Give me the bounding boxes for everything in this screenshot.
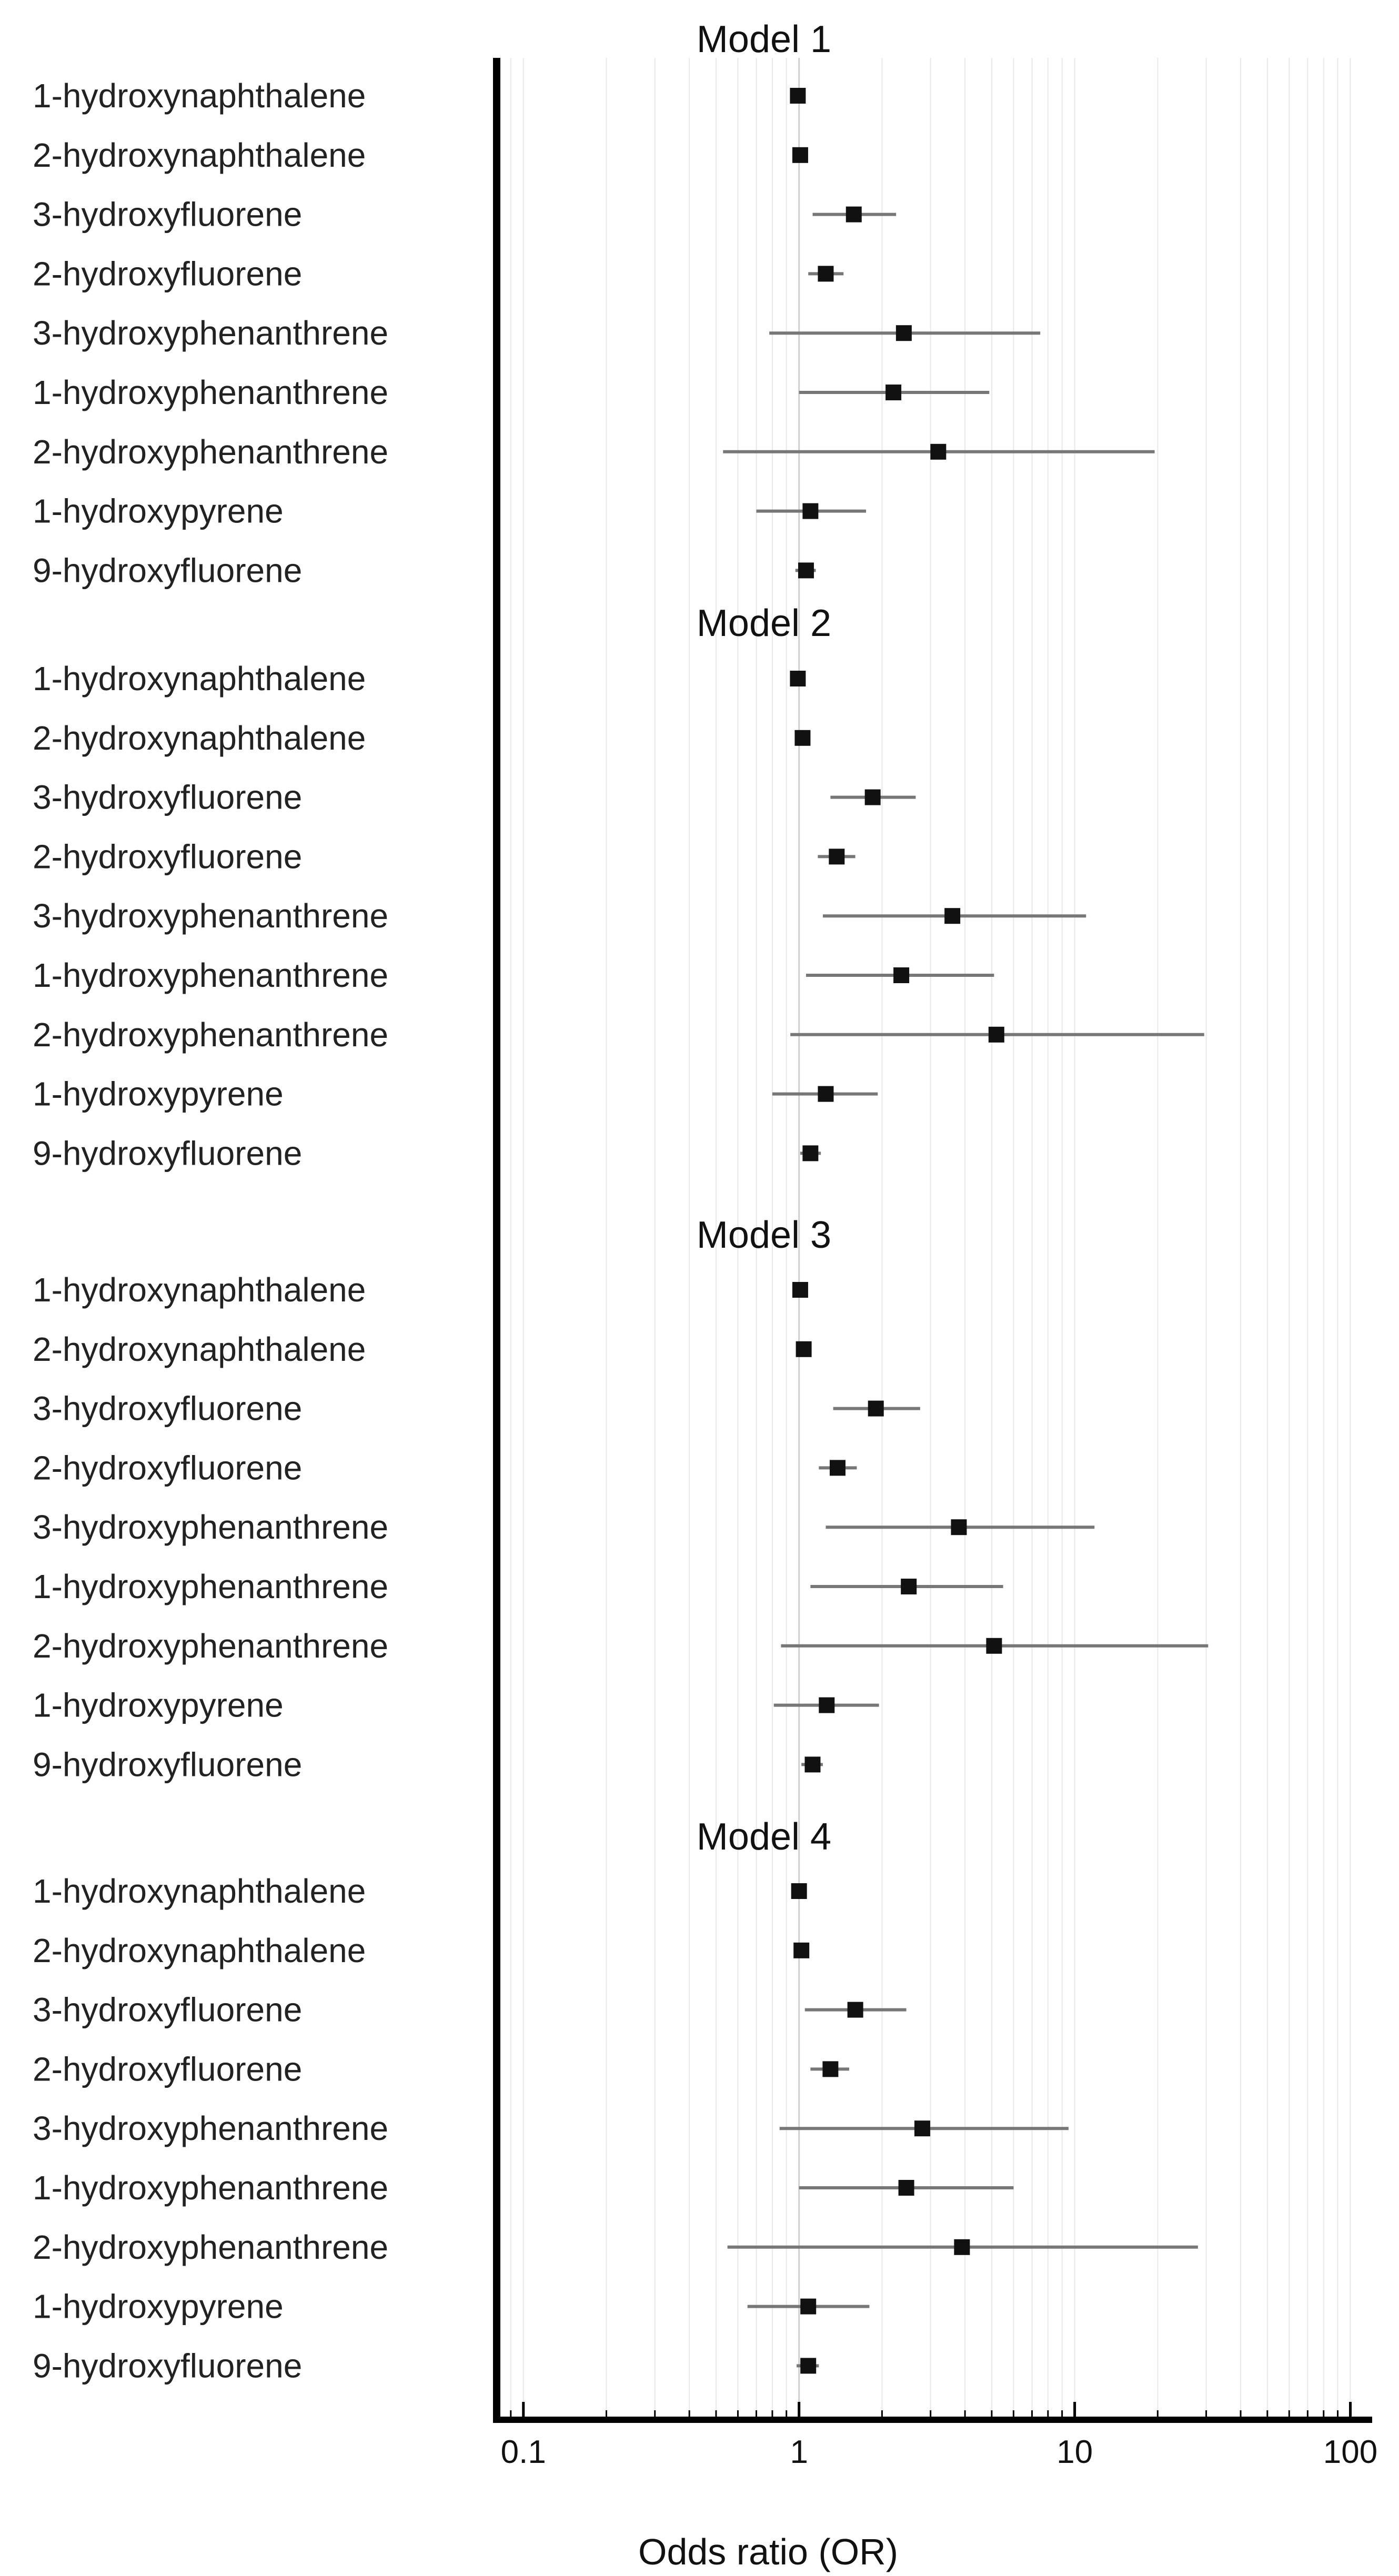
row-label: 2-hydroxynaphthalene bbox=[33, 1330, 366, 1368]
tick-label: 100 bbox=[1323, 2434, 1377, 2470]
or-marker bbox=[819, 1697, 835, 1713]
row-label: 9-hydroxyfluorene bbox=[33, 1745, 302, 1783]
row-label: 2-hydroxynaphthalene bbox=[33, 1932, 366, 1969]
panel: Model 3 1-hydroxynaphthalene 2-hydroxynaph… bbox=[33, 1214, 1209, 1783]
panel: Model 4 1-hydroxynaphthalene 2-hydroxynaph… bbox=[33, 1816, 1198, 2385]
or-marker bbox=[954, 2239, 970, 2255]
row-label: 9-hydroxyfluorene bbox=[33, 1134, 302, 1172]
row-label: 3-hydroxyfluorene bbox=[33, 1991, 302, 2029]
or-marker bbox=[800, 2298, 817, 2315]
row-label: 2-hydroxyfluorene bbox=[33, 837, 302, 875]
or-marker bbox=[790, 671, 806, 686]
row-label: 2-hydroxyfluorene bbox=[33, 255, 302, 292]
panel-title: Model 2 bbox=[697, 602, 831, 644]
or-marker bbox=[898, 2180, 914, 2196]
x-axis-title: Odds ratio (OR) bbox=[638, 2531, 898, 2572]
panel: Model 1 1-hydroxynaphthalene 2-hydroxynaph… bbox=[33, 18, 1155, 589]
row-label: 2-hydroxyphenanthrene bbox=[33, 2228, 388, 2266]
panel-title: Model 4 bbox=[697, 1816, 831, 1858]
row-label: 3-hydroxyphenanthrene bbox=[33, 2109, 388, 2147]
or-marker bbox=[885, 385, 902, 400]
or-marker bbox=[895, 325, 912, 341]
x-axis-ticks: 0.1 1 10 100 bbox=[501, 2402, 1377, 2470]
or-marker bbox=[818, 1086, 834, 1102]
or-marker bbox=[818, 266, 834, 282]
or-marker bbox=[822, 2061, 839, 2077]
or-marker bbox=[804, 1756, 821, 1773]
or-marker bbox=[790, 88, 806, 104]
row-label: 3-hydroxyphenanthrene bbox=[33, 897, 388, 935]
row-label: 3-hydroxyfluorene bbox=[33, 779, 302, 816]
row-label: 3-hydroxyfluorene bbox=[33, 196, 302, 234]
row-label: 1-hydroxyphenanthrene bbox=[33, 1568, 388, 1605]
row-label: 9-hydroxyfluorene bbox=[33, 2347, 302, 2385]
or-marker bbox=[800, 2358, 817, 2374]
tick-label: 0.1 bbox=[501, 2434, 546, 2470]
or-marker bbox=[864, 789, 881, 805]
or-marker bbox=[893, 967, 910, 983]
row-label: 1-hydroxypyrene bbox=[33, 1075, 284, 1113]
or-marker bbox=[988, 1026, 1004, 1043]
or-marker bbox=[798, 562, 814, 579]
or-marker bbox=[951, 1519, 967, 1536]
row-label: 1-hydroxyphenanthrene bbox=[33, 373, 388, 411]
row-label: 2-hydroxyphenanthrene bbox=[33, 1627, 388, 1665]
row-label: 2-hydroxyphenanthrene bbox=[33, 1016, 388, 1054]
or-marker bbox=[792, 1282, 808, 1298]
row-label: 3-hydroxyphenanthrene bbox=[33, 314, 388, 352]
tick-label: 1 bbox=[790, 2434, 808, 2470]
grid-layer bbox=[510, 58, 1351, 2416]
or-marker bbox=[793, 1942, 810, 1958]
or-marker bbox=[791, 1883, 807, 1899]
or-marker bbox=[847, 2002, 863, 2018]
or-marker bbox=[914, 2120, 930, 2137]
panels-layer: Model 1 1-hydroxynaphthalene 2-hydroxynaph… bbox=[33, 18, 1209, 2385]
or-marker bbox=[986, 1638, 1002, 1654]
panel-title: Model 1 bbox=[697, 18, 831, 60]
row-label: 3-hydroxyfluorene bbox=[33, 1390, 302, 1428]
row-label: 2-hydroxynaphthalene bbox=[33, 136, 366, 174]
or-marker bbox=[802, 1145, 819, 1161]
row-label: 2-hydroxynaphthalene bbox=[33, 719, 366, 757]
row-label: 9-hydroxyfluorene bbox=[33, 551, 302, 589]
or-marker bbox=[868, 1400, 884, 1417]
row-label: 1-hydroxypyrene bbox=[33, 492, 284, 530]
or-marker bbox=[901, 1579, 917, 1594]
panel: Model 2 1-hydroxynaphthalene 2-hydroxynaph… bbox=[33, 602, 1204, 1172]
row-label: 1-hydroxyphenanthrene bbox=[33, 2169, 388, 2207]
row-label: 2-hydroxyphenanthrene bbox=[33, 433, 388, 471]
or-marker bbox=[796, 1341, 812, 1357]
row-label: 1-hydroxynaphthalene bbox=[33, 660, 366, 698]
row-label: 2-hydroxyfluorene bbox=[33, 1449, 302, 1487]
or-marker bbox=[930, 443, 947, 460]
or-marker bbox=[794, 730, 811, 746]
row-label: 2-hydroxyfluorene bbox=[33, 2050, 302, 2088]
or-marker bbox=[792, 147, 808, 163]
row-label: 1-hydroxynaphthalene bbox=[33, 77, 366, 115]
row-label: 1-hydroxynaphthalene bbox=[33, 1271, 366, 1309]
row-label: 1-hydroxypyrene bbox=[33, 2288, 284, 2326]
or-marker bbox=[846, 206, 862, 223]
or-marker bbox=[802, 503, 819, 519]
or-marker bbox=[829, 1460, 846, 1476]
or-marker bbox=[944, 908, 961, 924]
row-label: 3-hydroxyphenanthrene bbox=[33, 1508, 388, 1546]
or-marker bbox=[829, 848, 845, 865]
panel-title: Model 3 bbox=[697, 1214, 831, 1256]
row-label: 1-hydroxypyrene bbox=[33, 1686, 284, 1724]
row-label: 1-hydroxynaphthalene bbox=[33, 1872, 366, 1910]
tick-label: 10 bbox=[1056, 2434, 1093, 2470]
row-label: 1-hydroxyphenanthrene bbox=[33, 956, 388, 994]
